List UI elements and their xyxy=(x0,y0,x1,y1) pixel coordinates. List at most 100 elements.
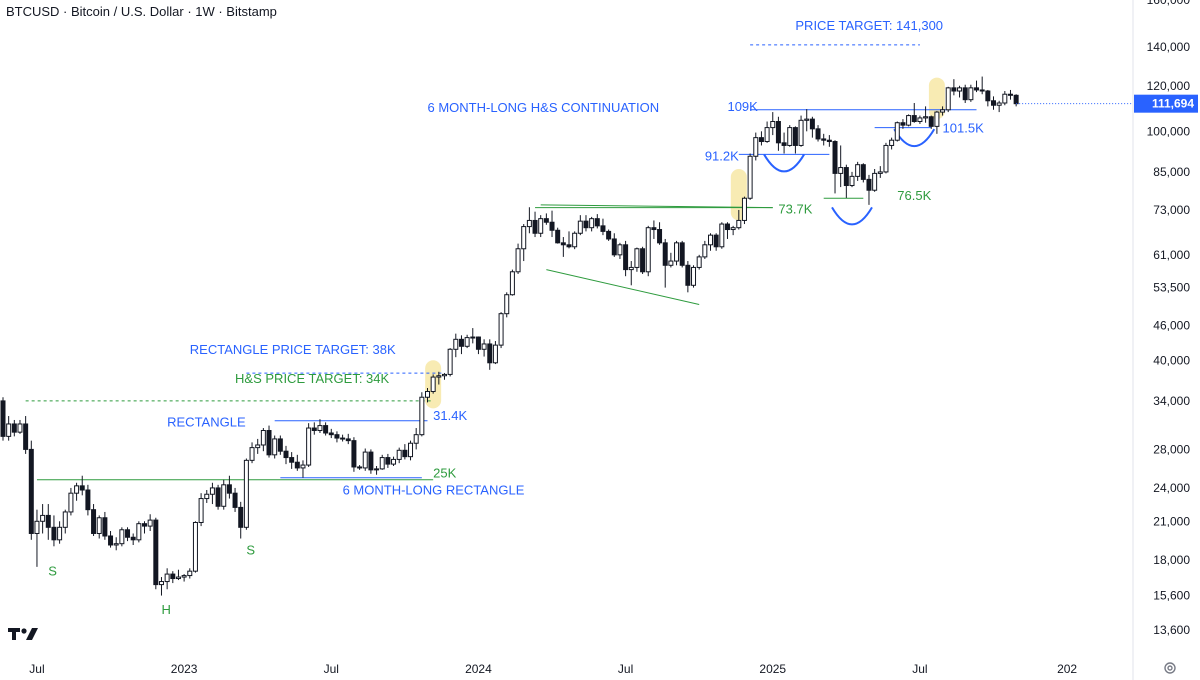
candle[interactable] xyxy=(51,515,57,547)
candle[interactable] xyxy=(232,487,238,512)
candle[interactable] xyxy=(617,242,623,259)
annotation-label[interactable]: 6 MONTH-LONG H&S CONTINUATION xyxy=(428,100,660,115)
candle[interactable] xyxy=(877,166,883,178)
candle[interactable] xyxy=(79,475,85,496)
candle[interactable] xyxy=(170,571,176,584)
candle[interactable] xyxy=(260,428,266,452)
candle[interactable] xyxy=(730,225,736,236)
candle[interactable] xyxy=(674,240,680,266)
candle[interactable] xyxy=(68,487,74,516)
candle[interactable] xyxy=(311,422,317,435)
candle[interactable] xyxy=(945,86,951,113)
candle[interactable] xyxy=(883,142,889,174)
candle[interactable] xyxy=(940,106,946,116)
candle[interactable] xyxy=(345,433,351,445)
candle[interactable] xyxy=(277,435,283,455)
candle[interactable] xyxy=(40,504,46,534)
candle[interactable] xyxy=(470,328,476,344)
candle[interactable] xyxy=(255,438,261,454)
candle[interactable] xyxy=(408,440,414,461)
candle[interactable] xyxy=(934,110,940,134)
candle[interactable] xyxy=(266,425,272,458)
candle[interactable] xyxy=(594,214,600,229)
annotation-label[interactable]: S xyxy=(48,564,57,579)
candle[interactable] xyxy=(872,169,878,192)
candle[interactable] xyxy=(826,135,832,147)
candle[interactable] xyxy=(606,229,612,241)
candle[interactable] xyxy=(532,211,538,238)
candle[interactable] xyxy=(0,397,6,441)
candle[interactable] xyxy=(623,240,629,277)
tradingview-logo-icon[interactable] xyxy=(8,626,40,642)
candle[interactable] xyxy=(855,161,861,181)
candle[interactable] xyxy=(289,452,295,469)
candle[interactable] xyxy=(662,238,668,288)
candle[interactable] xyxy=(974,80,980,93)
candle[interactable] xyxy=(425,387,430,403)
candle[interactable] xyxy=(192,521,198,573)
candle[interactable] xyxy=(996,100,1002,113)
candle[interactable] xyxy=(538,215,544,238)
candle[interactable] xyxy=(509,269,515,296)
candle[interactable] xyxy=(685,261,691,293)
candle[interactable] xyxy=(413,428,419,450)
candle[interactable] xyxy=(560,237,566,257)
candle[interactable] xyxy=(272,435,278,459)
candle[interactable] xyxy=(204,490,210,503)
candle[interactable] xyxy=(187,568,193,579)
candle[interactable] xyxy=(526,207,532,234)
candle[interactable] xyxy=(968,84,974,102)
candle[interactable] xyxy=(385,453,391,468)
candle[interactable] xyxy=(130,533,136,545)
candle[interactable] xyxy=(555,227,561,244)
candle[interactable] xyxy=(487,339,493,370)
candle[interactable] xyxy=(758,131,764,146)
annotation-label[interactable]: H xyxy=(161,602,170,617)
candle[interactable] xyxy=(600,218,606,236)
candle[interactable] xyxy=(215,484,221,510)
annotation-label[interactable]: 31.4K xyxy=(433,408,467,423)
candle[interactable] xyxy=(334,431,340,443)
candle[interactable] xyxy=(436,371,442,385)
candle[interactable] xyxy=(300,460,306,478)
candle[interactable] xyxy=(781,132,787,154)
candle[interactable] xyxy=(504,292,510,318)
candle[interactable] xyxy=(249,442,255,464)
candle[interactable] xyxy=(962,84,968,103)
candle[interactable] xyxy=(804,109,810,132)
annotation-label[interactable]: RECTANGLE xyxy=(167,414,246,429)
candle[interactable] xyxy=(838,145,844,188)
candle[interactable] xyxy=(566,231,572,249)
candle[interactable] xyxy=(736,209,742,230)
candle[interactable] xyxy=(668,252,674,268)
candle[interactable] xyxy=(136,521,142,543)
annotation-label[interactable]: 25K xyxy=(433,466,456,481)
candle[interactable] xyxy=(294,454,300,471)
candle[interactable] xyxy=(741,196,747,225)
candle[interactable] xyxy=(679,240,685,268)
annotation-label[interactable]: 6 MONTH-LONG RECTANGLE xyxy=(343,482,525,497)
candle[interactable] xyxy=(125,527,131,542)
candle[interactable] xyxy=(91,504,97,536)
candle[interactable] xyxy=(374,466,380,475)
annotation-label[interactable]: S xyxy=(246,542,255,557)
candle[interactable] xyxy=(57,521,63,544)
candle[interactable] xyxy=(928,115,934,129)
candle[interactable] xyxy=(498,312,504,349)
candle[interactable] xyxy=(11,419,17,437)
candle[interactable] xyxy=(464,334,470,349)
candle[interactable] xyxy=(577,215,583,236)
candle[interactable] xyxy=(357,465,363,470)
candle[interactable] xyxy=(96,515,102,539)
candle[interactable] xyxy=(328,428,334,439)
candle[interactable] xyxy=(475,336,481,355)
annotation-label[interactable]: PRICE TARGET: 141,300 xyxy=(795,18,943,33)
candle[interactable] xyxy=(226,475,232,499)
candle[interactable] xyxy=(832,140,838,194)
trendline-wedge-top[interactable] xyxy=(540,204,773,209)
candle[interactable] xyxy=(6,416,12,441)
settings-gear-icon[interactable] xyxy=(1163,661,1177,675)
candle[interactable] xyxy=(866,174,872,205)
candle[interactable] xyxy=(991,96,996,110)
candle[interactable] xyxy=(453,333,459,358)
